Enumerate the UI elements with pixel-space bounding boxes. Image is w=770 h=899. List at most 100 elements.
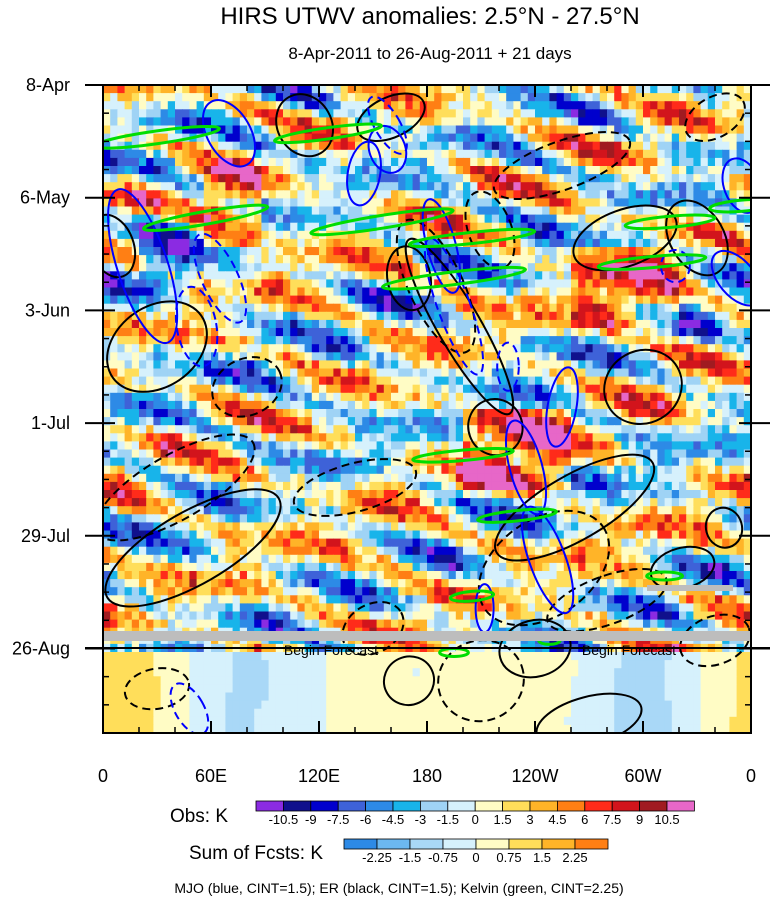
heat-cell — [679, 368, 687, 378]
heat-cell — [448, 182, 457, 191]
heat-cell — [419, 360, 428, 370]
heat-cell — [707, 352, 716, 361]
heat-cell — [686, 514, 694, 523]
heat-cell — [585, 319, 594, 329]
heat-cell — [355, 368, 363, 378]
heat-cell — [153, 465, 162, 475]
heat-cell — [434, 336, 442, 345]
heat-cell — [635, 85, 644, 94]
heat-cell — [182, 473, 190, 483]
heat-cell — [319, 392, 327, 402]
heat-cell — [635, 425, 644, 434]
heat-cell — [376, 101, 385, 110]
heat-cell — [657, 498, 666, 507]
heat-cell — [700, 125, 709, 135]
heat-cell — [319, 490, 327, 499]
heat-cell — [419, 141, 428, 151]
heat-cell — [391, 214, 399, 224]
heat-cell — [686, 190, 694, 199]
heat-cell — [211, 174, 219, 183]
heat-cell — [441, 473, 450, 483]
heat-cell — [707, 481, 716, 491]
heat-cell — [283, 133, 291, 143]
heat-cell — [211, 141, 219, 151]
heat-cell — [657, 465, 666, 475]
heat-cell — [362, 117, 370, 127]
heat-cell — [275, 481, 284, 491]
heat-cell — [635, 328, 644, 337]
heat-cell — [419, 433, 428, 442]
heat-cell — [311, 473, 320, 483]
heat-cell — [275, 360, 284, 370]
heat-cell — [304, 522, 313, 532]
heat-cell — [340, 101, 349, 110]
heat-cell — [484, 166, 493, 175]
heat-cell — [347, 206, 356, 216]
heat-cell — [232, 109, 241, 118]
heat-cell — [391, 473, 399, 483]
heat-cell — [247, 311, 255, 321]
heat-cell — [535, 481, 543, 491]
heat-cell — [110, 166, 118, 175]
heat-cell — [614, 319, 622, 329]
heat-cell — [175, 352, 183, 361]
heat-cell — [117, 85, 126, 94]
heat-cell — [290, 222, 298, 232]
heat-cell — [383, 255, 392, 264]
heat-cell — [542, 230, 550, 240]
heat-cell — [621, 449, 630, 459]
heat-cell — [527, 214, 536, 224]
heat-cell — [527, 473, 536, 483]
heat-cell — [671, 85, 680, 94]
heat-cell — [585, 222, 594, 232]
heat-cell — [203, 190, 212, 199]
heat-cell — [491, 206, 500, 216]
heat-cell — [391, 255, 399, 264]
heat-cell — [535, 255, 543, 264]
heat-cell — [549, 336, 558, 345]
heat-cell — [729, 214, 738, 224]
heat-cell — [679, 174, 687, 183]
heat-cell — [333, 417, 342, 426]
heat-cell — [463, 174, 471, 183]
heat-cell — [614, 247, 622, 256]
heat-cell — [110, 441, 118, 451]
heat-cell — [542, 101, 550, 110]
heat-cell — [175, 255, 183, 264]
heat-cell — [520, 360, 529, 370]
heat-cell — [405, 198, 414, 208]
heat-cell — [455, 222, 464, 232]
heat-cell — [455, 182, 464, 191]
heat-cell — [239, 441, 248, 451]
heat-cell — [239, 433, 248, 442]
heat-cell — [470, 441, 478, 451]
heat-cell — [542, 303, 550, 313]
heat-cell — [455, 433, 464, 442]
heat-cell — [254, 303, 262, 313]
heat-cell — [715, 174, 723, 183]
heat-cell — [513, 425, 522, 434]
heat-cell — [196, 319, 205, 329]
heat-cell — [679, 279, 687, 289]
heat-cell — [556, 149, 565, 159]
heat-cell — [671, 473, 680, 483]
heat-cell — [131, 149, 140, 159]
heat-cell — [247, 441, 255, 451]
heat-cell — [283, 433, 291, 442]
heat-cell — [635, 311, 644, 321]
heat-cell — [268, 166, 277, 175]
heat-cell — [124, 433, 133, 442]
heat-cell — [657, 409, 666, 418]
heat-cell — [477, 190, 486, 199]
heat-cell — [463, 157, 471, 167]
heat-cell — [628, 117, 637, 127]
heat-cell — [333, 457, 342, 467]
heat-cell — [499, 506, 507, 515]
heat-cell — [182, 368, 190, 378]
heat-cell — [297, 198, 306, 208]
heat-cell — [369, 498, 378, 507]
heat-cell — [671, 133, 680, 143]
heat-cell — [103, 514, 111, 523]
heat-cell — [225, 336, 234, 345]
heat-cell — [369, 433, 378, 442]
